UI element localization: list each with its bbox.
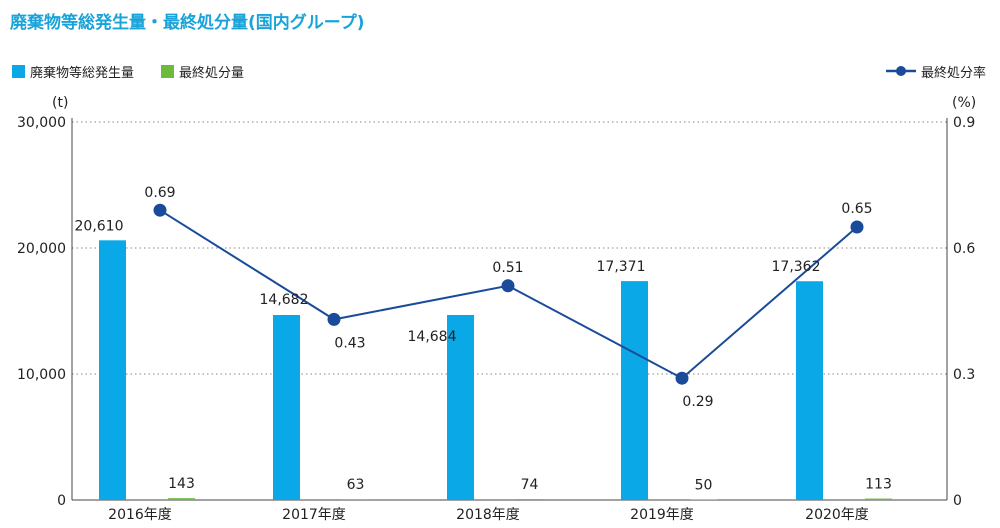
y-right-tick-label: 0.6 (953, 241, 975, 257)
x-tick-label: 2020年度 (805, 507, 869, 523)
point-rate (501, 279, 515, 293)
bar-total (273, 315, 300, 500)
x-tick-label: 2019年度 (630, 507, 694, 523)
data-label-rate: 0.69 (144, 185, 175, 201)
bar-total (99, 240, 126, 500)
legend-label-total: 廃棄物等総発生量 (30, 65, 134, 81)
data-label-final: 74 (521, 477, 539, 493)
x-tick-label: 2017年度 (282, 507, 346, 523)
data-label-final: 50 (695, 477, 713, 493)
data-label-final: 143 (168, 476, 195, 492)
y-left-tick-label: 30,000 (17, 115, 66, 131)
data-label-final: 113 (865, 477, 892, 493)
y-left-tick-label: 10,000 (17, 367, 66, 383)
legend-swatch-total (12, 65, 25, 78)
y-right-tick-label: 0.3 (953, 367, 975, 383)
point-rate (675, 371, 689, 385)
legend-marker-rate (896, 66, 906, 76)
y-right-unit: (%) (952, 95, 976, 111)
data-label-total: 17,371 (597, 259, 646, 275)
bar-final (168, 498, 195, 500)
chart-title: 廃棄物等総発生量・最終処分量(国内グループ) (10, 13, 365, 33)
bar-final (342, 499, 369, 500)
legend-swatch-final (161, 65, 174, 78)
bar-total (447, 314, 474, 500)
x-tick-label: 2016年度 (108, 507, 172, 523)
bar-final (865, 498, 892, 500)
data-label-total: 14,684 (408, 329, 457, 345)
data-label-final: 63 (347, 477, 365, 493)
data-label-rate: 0.65 (841, 201, 872, 217)
data-label-rate: 0.29 (682, 394, 713, 410)
point-rate (153, 203, 167, 217)
legend-label-final: 最終処分量 (179, 65, 244, 81)
y-right-tick-label: 0 (953, 493, 962, 509)
y-left-tick-label: 0 (57, 493, 66, 509)
data-label-total: 20,610 (75, 218, 124, 234)
bar-final (690, 499, 717, 500)
bar-final (516, 499, 543, 500)
data-label-rate: 0.43 (334, 335, 365, 351)
legend-label-rate: 最終処分率 (921, 65, 986, 81)
x-tick-label: 2018年度 (456, 507, 520, 523)
bar-total (796, 281, 823, 500)
data-label-total: 14,682 (260, 292, 309, 308)
y-left-unit: (t) (52, 95, 68, 111)
data-label-total: 17,362 (772, 259, 821, 275)
bar-total (621, 281, 648, 500)
data-label-rate: 0.51 (492, 260, 523, 276)
point-rate (850, 220, 864, 234)
y-left-tick-label: 20,000 (17, 241, 66, 257)
point-rate (327, 312, 341, 326)
y-right-tick-label: 0.9 (953, 115, 975, 131)
